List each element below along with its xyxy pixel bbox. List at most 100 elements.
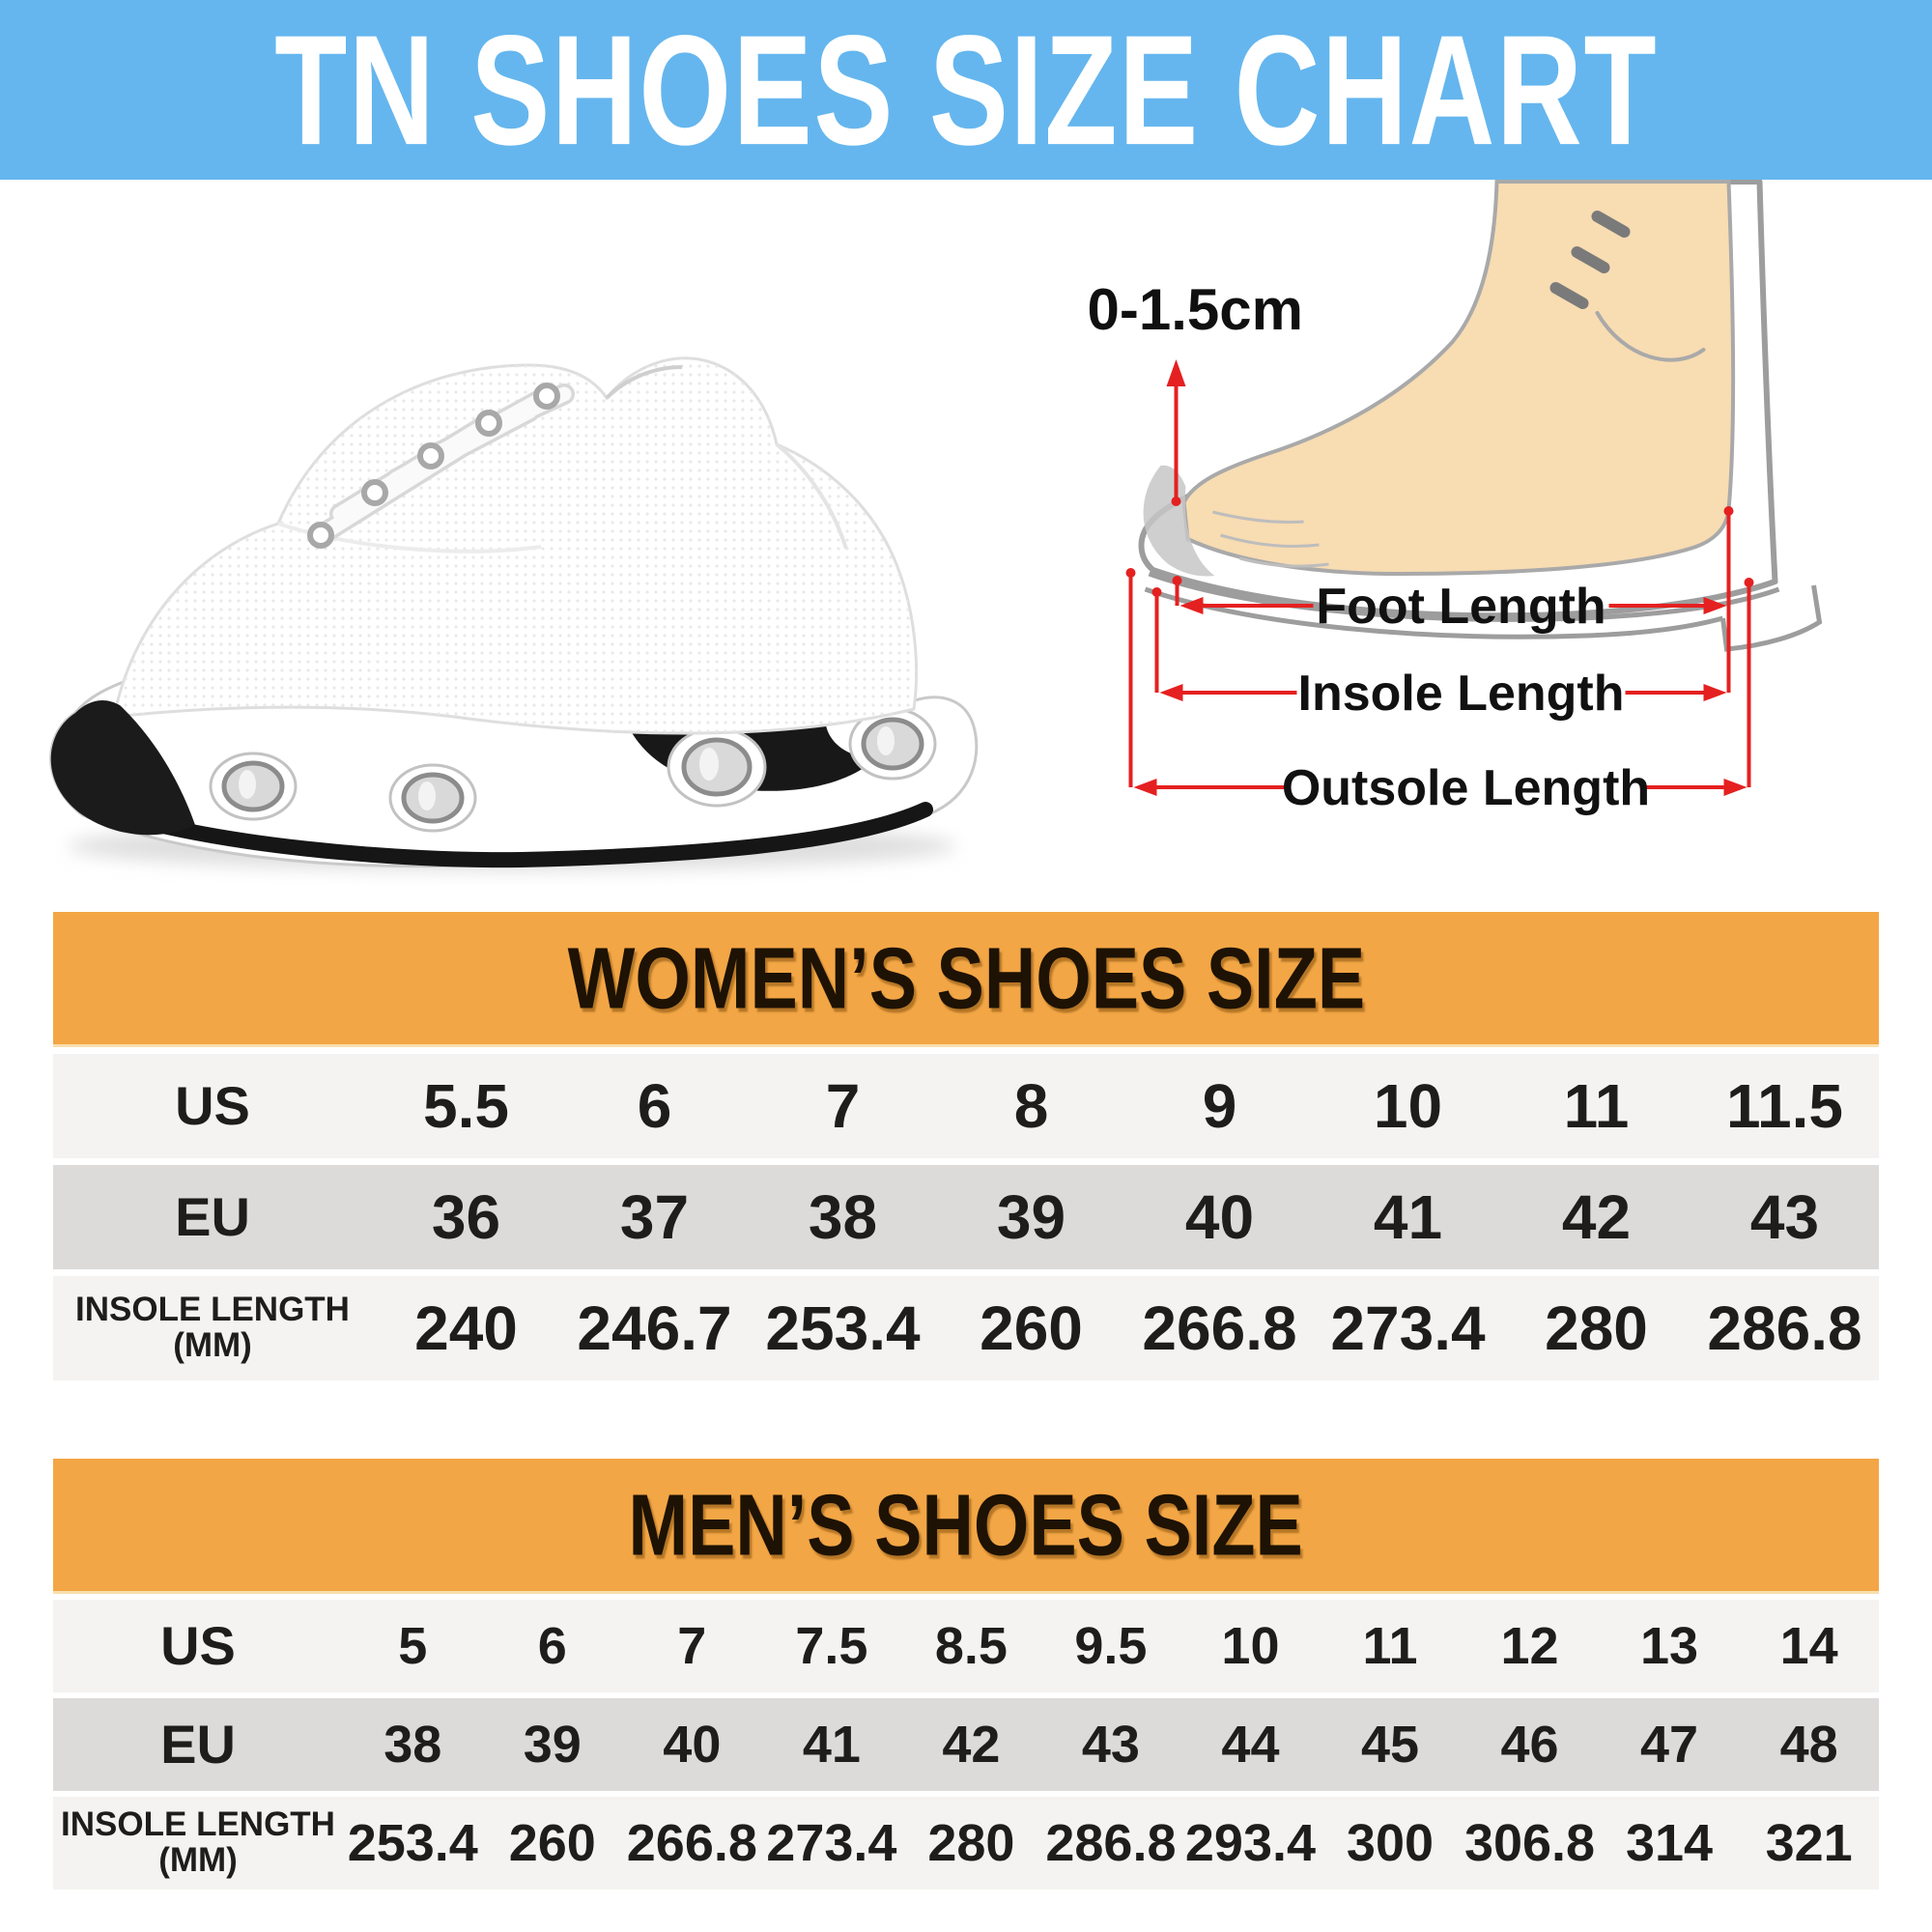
size-cell: 11 bbox=[1362, 1617, 1418, 1675]
size-cell: 314 bbox=[1625, 1814, 1714, 1872]
size-cell: 253.4 bbox=[765, 1293, 921, 1363]
size-cell: 42 bbox=[1561, 1182, 1632, 1252]
size-cell: 46 bbox=[1500, 1716, 1559, 1774]
size-cell: 11 bbox=[1563, 1071, 1630, 1141]
size-cell: 43 bbox=[1749, 1182, 1820, 1252]
toe-gap-shading bbox=[1143, 465, 1215, 577]
size-cell: 286.8 bbox=[1707, 1293, 1862, 1363]
table-row: EU 36 37 38 39 40 41 42 43 bbox=[53, 1165, 1879, 1269]
size-cell: 9 bbox=[1202, 1071, 1237, 1141]
size-cell: 48 bbox=[1779, 1716, 1838, 1774]
foot-length-label: Foot Length bbox=[1316, 579, 1605, 635]
size-cell: 39 bbox=[523, 1716, 582, 1774]
insole-length-label: Insole Length bbox=[1298, 666, 1625, 722]
men-section-bar: MEN’S SHOES SIZE bbox=[53, 1459, 1879, 1594]
table-row: US 5 6 7 7.5 8.5 9.5 10 11 12 13 14 bbox=[53, 1600, 1879, 1692]
size-cell: 266.8 bbox=[1142, 1293, 1297, 1363]
size-cell: 5 bbox=[398, 1617, 428, 1675]
size-cell: 260 bbox=[508, 1814, 596, 1872]
air-bubble bbox=[667, 726, 767, 808]
size-cell: 7 bbox=[825, 1071, 861, 1141]
table-row: EU 38 39 40 41 42 43 44 45 46 47 48 bbox=[53, 1698, 1879, 1791]
size-cell: 42 bbox=[942, 1716, 1001, 1774]
men-size-table: US 5 6 7 7.5 8.5 9.5 10 11 12 13 14 EU 38 39 40 41 42 43 44… bbox=[53, 1594, 1879, 1895]
size-cell: 9.5 bbox=[1074, 1617, 1148, 1675]
size-cell: 273.4 bbox=[766, 1814, 897, 1872]
row-label: EU bbox=[175, 1185, 250, 1247]
men-section-title: MEN’S SHOES SIZE bbox=[628, 1475, 1304, 1574]
size-cell: 306.8 bbox=[1463, 1814, 1596, 1872]
foot-diagram: 0-1.5cm Foot Length Insole Length Outsol… bbox=[1088, 180, 1823, 816]
women-size-table: US 5.5 6 7 8 9 10 11 11.5 EU 36 37 38 39 40 41 42 43 INSOL… bbox=[53, 1047, 1879, 1387]
size-cell: 39 bbox=[996, 1182, 1066, 1252]
size-cell: 38 bbox=[808, 1182, 878, 1252]
section-gap bbox=[0, 1387, 1932, 1459]
row-label: INSOLE LENGTH (MM) bbox=[61, 1805, 335, 1879]
size-cell: 280 bbox=[927, 1814, 1015, 1872]
header-banner: TN SHOES SIZE CHART bbox=[0, 0, 1932, 180]
size-cell: 260 bbox=[980, 1293, 1083, 1363]
foot-measurement-diagram: 0-1.5cm Foot Length Insole Length Outsol… bbox=[1038, 180, 1932, 912]
size-cell: 40 bbox=[663, 1716, 722, 1774]
toe-cap bbox=[50, 699, 195, 836]
size-cell: 8.5 bbox=[934, 1617, 1008, 1675]
size-cell: 240 bbox=[414, 1293, 518, 1363]
size-cell: 36 bbox=[431, 1182, 501, 1252]
size-cell: 13 bbox=[1640, 1617, 1699, 1675]
top-section: 0-1.5cm Foot Length Insole Length Outsol… bbox=[0, 180, 1932, 912]
size-cell: 273.4 bbox=[1330, 1293, 1486, 1363]
toe-lines bbox=[1212, 510, 1329, 568]
size-cell: 38 bbox=[384, 1716, 442, 1774]
size-cell: 14 bbox=[1779, 1617, 1838, 1675]
size-cell: 286.8 bbox=[1045, 1814, 1177, 1872]
size-cell: 12 bbox=[1500, 1617, 1559, 1675]
sneaker-photo bbox=[0, 180, 1038, 912]
size-cell: 10 bbox=[1373, 1071, 1443, 1141]
size-cell: 293.4 bbox=[1184, 1814, 1317, 1872]
diagram-sole-line2 bbox=[1144, 586, 1724, 639]
outsole-length-label: Outsole Length bbox=[1282, 760, 1650, 816]
size-cell: 6 bbox=[537, 1617, 567, 1675]
toe-gap-arrow bbox=[1166, 359, 1186, 506]
dimension-arrow-foot-length bbox=[1179, 597, 1727, 614]
size-cell: 300 bbox=[1346, 1814, 1435, 1872]
table-row: INSOLE LENGTH (MM) 240 246.7 253.4 260 266.8 2… bbox=[53, 1276, 1879, 1380]
vamp-line bbox=[277, 522, 542, 554]
heel-line bbox=[775, 442, 848, 550]
women-section-bar: WOMEN’S SHOES SIZE bbox=[53, 912, 1879, 1047]
size-cell: 47 bbox=[1640, 1716, 1699, 1774]
outsole-line bbox=[85, 798, 933, 868]
row-label: INSOLE LENGTH (MM) bbox=[75, 1291, 350, 1364]
size-cell: 280 bbox=[1545, 1293, 1648, 1363]
mesh-texture bbox=[114, 357, 917, 733]
row-label: EU bbox=[160, 1713, 236, 1775]
eyelets bbox=[307, 383, 560, 549]
size-cell: 45 bbox=[1360, 1716, 1420, 1774]
dimension-arrow-insole-length bbox=[1159, 684, 1727, 701]
air-bubble bbox=[209, 752, 298, 821]
lace-dashes bbox=[1549, 211, 1631, 309]
row-label: US bbox=[160, 1614, 236, 1676]
size-cell: 246.7 bbox=[577, 1293, 732, 1363]
size-cell: 8 bbox=[1013, 1071, 1049, 1141]
dimension-lines bbox=[1125, 359, 1754, 796]
diagram-foot bbox=[1181, 180, 1736, 577]
size-cell: 5.5 bbox=[423, 1071, 509, 1141]
size-cell: 10 bbox=[1221, 1617, 1280, 1675]
table-row: INSOLE LENGTH (MM) 253.4 260 266.8 273.4 280 2… bbox=[53, 1797, 1879, 1889]
page-title: TN SHOES SIZE CHART bbox=[273, 1, 1659, 178]
size-cell: 37 bbox=[619, 1182, 690, 1252]
size-cell: 253.4 bbox=[347, 1814, 478, 1872]
size-cell: 7 bbox=[677, 1617, 707, 1675]
size-cell: 43 bbox=[1081, 1716, 1140, 1774]
sneaker-illustration bbox=[49, 356, 979, 870]
ankle-crease bbox=[1595, 311, 1706, 362]
air-bubble bbox=[848, 707, 937, 781]
size-cell: 41 bbox=[802, 1716, 861, 1774]
air-bubble bbox=[388, 763, 477, 833]
size-cell: 44 bbox=[1221, 1716, 1280, 1774]
women-section-title: WOMEN’S SHOES SIZE bbox=[567, 928, 1365, 1027]
row-label: US bbox=[175, 1074, 250, 1136]
collar-line bbox=[605, 365, 683, 400]
